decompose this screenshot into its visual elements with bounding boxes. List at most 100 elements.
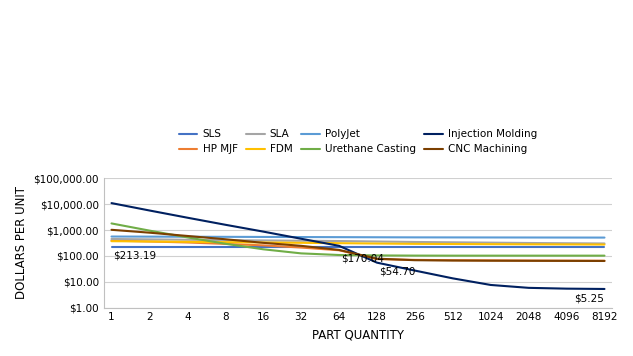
PolyJet — [487, 235, 494, 240]
SLS — [601, 245, 608, 250]
Injection Molding — [260, 230, 267, 234]
SLS — [487, 245, 494, 250]
CNC Machining — [601, 259, 608, 263]
Urethane Casting — [184, 235, 191, 240]
FDM — [298, 241, 305, 245]
FDM — [449, 242, 456, 246]
Line: Urethane Casting: Urethane Casting — [111, 224, 605, 256]
SLS — [108, 245, 115, 250]
PolyJet — [335, 235, 343, 239]
FDM — [525, 242, 532, 246]
SLA — [449, 240, 456, 245]
SLA — [525, 241, 532, 245]
SLS — [525, 245, 532, 250]
HP MJF — [601, 258, 608, 263]
SLA — [260, 238, 267, 242]
Y-axis label: DOLLARS PER UNIT: DOLLARS PER UNIT — [15, 187, 28, 299]
HP MJF — [487, 258, 494, 262]
Urethane Casting — [525, 253, 532, 258]
CNC Machining — [335, 248, 343, 252]
PolyJet — [563, 235, 570, 240]
CNC Machining — [563, 259, 570, 263]
HP MJF — [449, 258, 456, 262]
CNC Machining — [146, 231, 153, 235]
SLA — [184, 238, 191, 242]
Text: $54.70: $54.70 — [379, 266, 415, 276]
SLS — [449, 245, 456, 250]
Injection Molding — [184, 215, 191, 220]
HP MJF — [184, 240, 191, 245]
HP MJF — [525, 258, 532, 263]
FDM — [108, 239, 115, 243]
SLA — [146, 237, 153, 241]
CNC Machining — [411, 258, 418, 262]
Injection Molding — [563, 287, 570, 291]
Legend: SLS, HP MJF, SLA, FDM, PolyJet, Urethane Casting, Injection Molding, CNC Machini: SLS, HP MJF, SLA, FDM, PolyJet, Urethane… — [179, 129, 537, 155]
CNC Machining — [525, 259, 532, 263]
SLA — [108, 237, 115, 241]
CNC Machining — [222, 237, 229, 241]
Urethane Casting — [373, 253, 381, 258]
Urethane Casting — [298, 251, 305, 256]
HP MJF — [411, 258, 418, 262]
Injection Molding — [487, 283, 494, 287]
SLA — [487, 241, 494, 245]
Urethane Casting — [146, 229, 153, 233]
PolyJet — [222, 235, 229, 239]
Urethane Casting — [260, 247, 267, 251]
Urethane Casting — [487, 253, 494, 258]
Injection Molding — [146, 208, 153, 213]
Urethane Casting — [222, 242, 229, 246]
Urethane Casting — [601, 253, 608, 258]
Urethane Casting — [411, 253, 418, 258]
Injection Molding — [449, 276, 456, 281]
CNC Machining — [108, 228, 115, 232]
SLA — [411, 240, 418, 244]
Line: FDM: FDM — [111, 241, 605, 245]
FDM — [487, 242, 494, 246]
SLS — [260, 245, 267, 250]
FDM — [601, 242, 608, 247]
SLS — [298, 245, 305, 250]
FDM — [411, 242, 418, 246]
FDM — [260, 240, 267, 245]
PolyJet — [260, 235, 267, 239]
SLS — [411, 245, 418, 250]
Text: $5.25: $5.25 — [574, 293, 604, 303]
PolyJet — [449, 235, 456, 240]
CNC Machining — [184, 234, 191, 238]
PolyJet — [411, 235, 418, 240]
HP MJF — [373, 257, 381, 261]
SLA — [222, 238, 229, 242]
Line: SLA: SLA — [111, 239, 605, 244]
CNC Machining — [260, 241, 267, 245]
HP MJF — [222, 242, 229, 246]
Urethane Casting — [563, 253, 570, 258]
Urethane Casting — [108, 221, 115, 226]
SLA — [373, 239, 381, 244]
SLA — [335, 239, 343, 243]
PolyJet — [298, 235, 305, 239]
PolyJet — [108, 234, 115, 239]
SLS — [146, 245, 153, 250]
FDM — [184, 240, 191, 244]
PolyJet — [184, 235, 191, 239]
HP MJF — [335, 248, 343, 252]
Line: Injection Molding: Injection Molding — [111, 203, 605, 289]
HP MJF — [146, 239, 153, 244]
Text: $213.19: $213.19 — [113, 251, 156, 261]
CNC Machining — [449, 258, 456, 263]
SLS — [184, 245, 191, 250]
X-axis label: PART QUANTITY: PART QUANTITY — [312, 328, 404, 341]
FDM — [335, 241, 343, 245]
SLS — [335, 245, 343, 250]
Text: $170.04: $170.04 — [341, 253, 384, 263]
HP MJF — [260, 243, 267, 247]
HP MJF — [563, 258, 570, 263]
CNC Machining — [373, 257, 381, 261]
Line: PolyJet: PolyJet — [111, 236, 605, 237]
PolyJet — [146, 235, 153, 239]
Urethane Casting — [335, 253, 343, 257]
Injection Molding — [411, 268, 418, 273]
SLS — [373, 245, 381, 250]
